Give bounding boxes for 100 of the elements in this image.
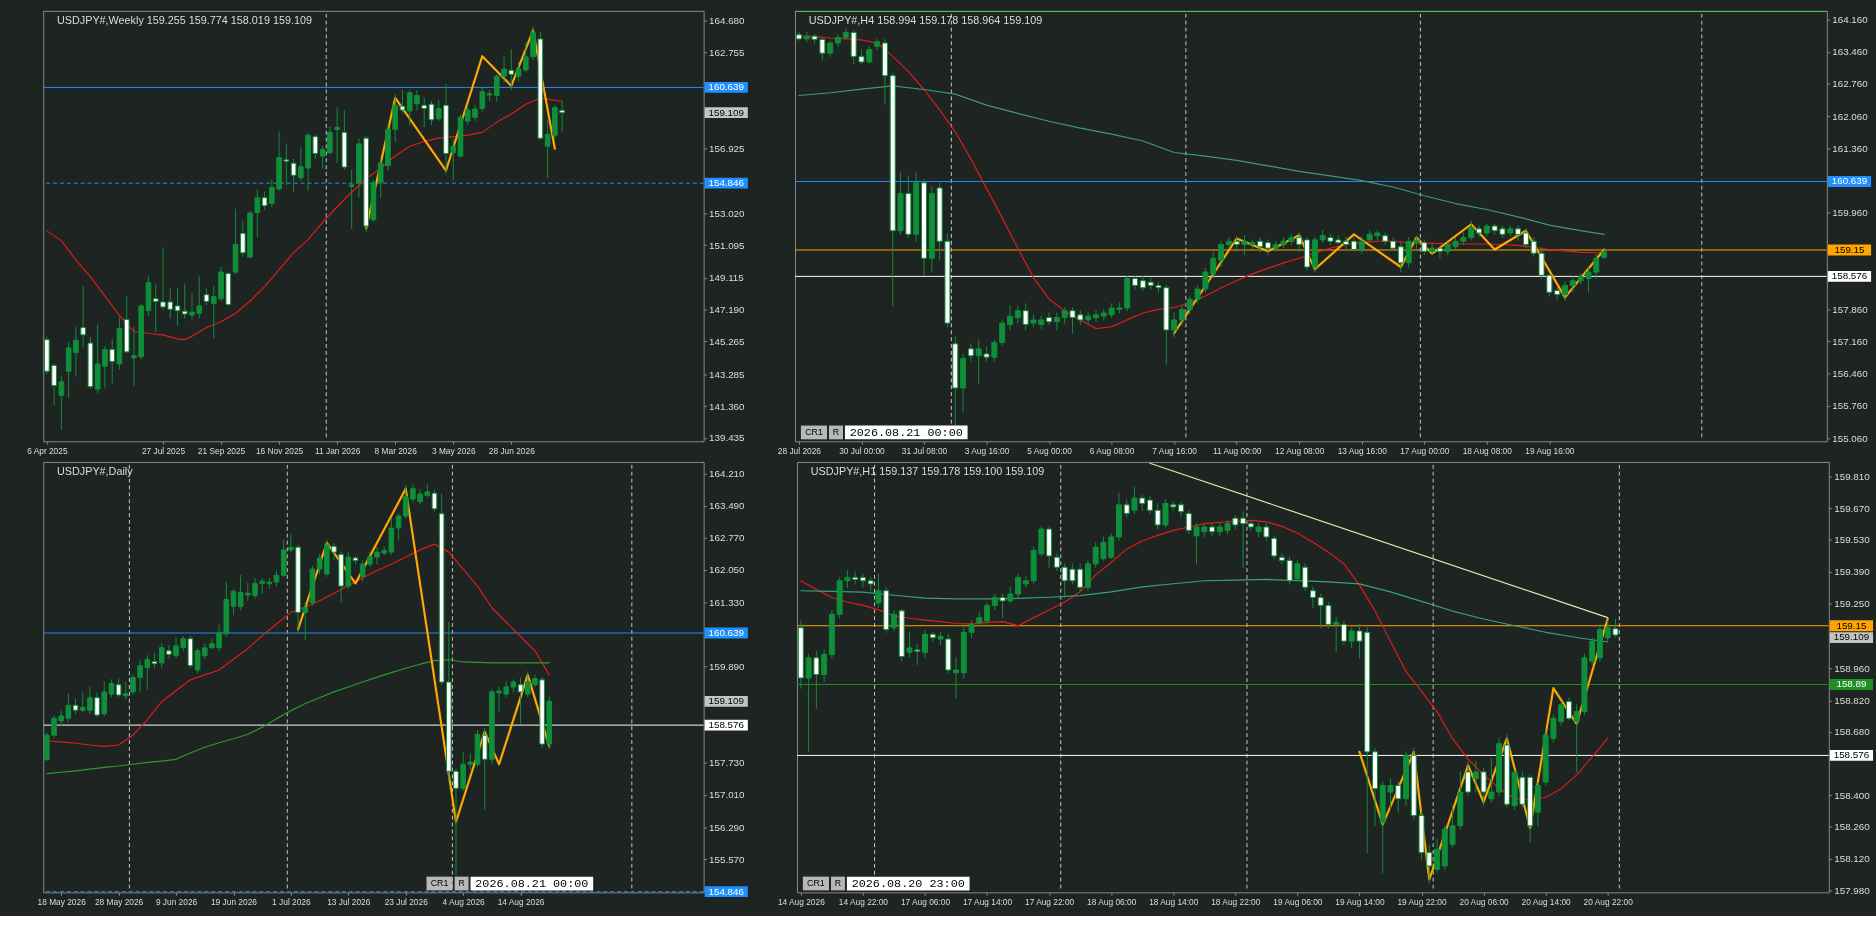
- x-tick-label: 3 Aug 16:00: [964, 445, 1010, 456]
- x-tick-label: 6 Apr 2025: [27, 445, 68, 456]
- x-tick-label: 17 Aug 00:00: [1400, 445, 1450, 456]
- ref-line-label: 158.576: [1833, 749, 1870, 761]
- x-tick-label: 28 May 2026: [94, 896, 144, 907]
- x-tick-label: 18 Aug 06:00: [1087, 896, 1137, 907]
- x-tick-label: 11 Aug 00:00: [1212, 445, 1262, 456]
- x-tick-label: 20 Aug 22:00: [1583, 896, 1634, 907]
- x-tick-label: 3 May 2026: [431, 445, 476, 456]
- y-tick-label: 164.210: [709, 467, 746, 479]
- x-tick-label: 17 Aug 14:00: [962, 896, 1013, 907]
- ref-line-label: 159.15: [1836, 619, 1867, 631]
- x-tick-label: 23 Jul 2026: [384, 896, 429, 907]
- x-tick-label: 18 Aug 22:00: [1211, 896, 1261, 907]
- x-tick-label: 11 Jan 2026: [314, 445, 361, 456]
- x-tick-label: 7 Aug 16:00: [1152, 445, 1198, 456]
- y-tick-label: 143.285: [709, 368, 746, 380]
- y-tick-label: 159.670: [1834, 502, 1871, 514]
- y-tick-label: 163.490: [709, 500, 746, 512]
- y-tick-label: 161.330: [709, 596, 746, 608]
- annotation: CR1: [807, 878, 825, 889]
- x-tick-label: 30 Jul 00:00: [839, 445, 886, 456]
- y-tick-label: 157.010: [709, 789, 746, 801]
- y-tick-label: 156.460: [1832, 368, 1869, 380]
- annotation: CR1: [805, 427, 823, 438]
- y-tick-label: 155.570: [709, 853, 746, 865]
- x-tick-label: 13 Aug 16:00: [1337, 445, 1388, 456]
- x-tick-label: 9 Jun 2026: [155, 896, 198, 907]
- y-tick-label: 162.050: [709, 564, 746, 576]
- x-tick-label: 18 Aug 14:00: [1149, 896, 1199, 907]
- y-tick-label: 157.980: [1834, 884, 1871, 896]
- ref-line-label: 158.576: [1831, 270, 1868, 282]
- y-tick-label: 158.120: [1834, 852, 1871, 864]
- x-tick-label: 17 Aug 22:00: [1025, 896, 1075, 907]
- y-tick-label: 141.360: [709, 400, 746, 412]
- x-tick-label: 19 Aug 22:00: [1397, 896, 1447, 907]
- annotation: 2026.08.21 00:00: [849, 426, 963, 441]
- x-tick-label: 28 Jul 2026: [777, 445, 822, 456]
- text: 159.109: [1833, 631, 1870, 643]
- x-tick-label: 6 Aug 08:00: [1089, 445, 1135, 456]
- y-tick-label: 159.890: [709, 660, 746, 672]
- y-tick-label: 162.755: [709, 46, 746, 58]
- y-tick-label: 162.770: [709, 532, 746, 544]
- ref-line-label: 159.15: [1834, 243, 1866, 255]
- y-tick-label: 158.820: [1834, 694, 1871, 706]
- y-tick-label: 164.680: [709, 15, 746, 27]
- y-tick-label: 147.190: [709, 304, 746, 316]
- ref-line-label: 154.846: [708, 177, 745, 189]
- y-tick-label: 157.160: [1832, 335, 1869, 347]
- annotation: R: [834, 878, 842, 889]
- annotation: 2026.08.21 00:00: [475, 877, 589, 892]
- y-tick-label: 156.290: [709, 821, 746, 833]
- y-tick-label: 158.260: [1834, 821, 1871, 833]
- x-tick-label: 18 May 2026: [37, 896, 87, 907]
- y-tick-label: 153.020: [709, 207, 746, 219]
- x-tick-label: 28 Jun 2026: [488, 445, 536, 456]
- chart-title: USDJPY#,Weekly 159.255 159.774 158.019 159.109: [57, 13, 312, 26]
- chart-title: USDJPY#,H4 158.994 159.178 158.964 159.109: [808, 13, 1043, 26]
- x-tick-label: 12 Aug 08:00: [1275, 445, 1325, 456]
- chart-title: USDJPY#,H1 159.137 159.178 159.100 159.109: [810, 464, 1045, 477]
- y-tick-label: 162.060: [1832, 110, 1869, 122]
- y-tick-label: 159.810: [1834, 471, 1871, 483]
- y-tick-label: 161.360: [1832, 142, 1869, 154]
- y-tick-label: 139.435: [709, 432, 746, 444]
- x-tick-label: 20 Aug 06:00: [1459, 896, 1510, 907]
- y-tick-label: 162.760: [1832, 78, 1869, 90]
- x-tick-label: 19 Aug 14:00: [1335, 896, 1385, 907]
- y-tick-label: 151.095: [709, 239, 746, 251]
- y-tick-label: 159.530: [1834, 534, 1871, 546]
- x-tick-label: 5 Aug 00:00: [1027, 445, 1073, 456]
- y-tick-label: 157.730: [709, 757, 746, 769]
- ref-line-label: 158.89: [1836, 678, 1867, 690]
- y-tick-label: 163.460: [1832, 46, 1869, 58]
- x-tick-label: 31 Jul 08:00: [901, 445, 948, 456]
- x-tick-label: 14 Aug 2026: [777, 896, 826, 907]
- x-tick-label: 4 Aug 2026: [442, 896, 486, 907]
- x-tick-label: 14 Aug 2026: [497, 896, 545, 907]
- ref-line-label: 154.846: [708, 885, 745, 897]
- y-tick-label: 158.680: [1834, 726, 1871, 738]
- text: 159.109: [708, 106, 744, 118]
- annotation: CR1: [430, 878, 449, 889]
- y-tick-label: 155.060: [1832, 432, 1869, 444]
- ref-line-label: 160.639: [708, 626, 744, 638]
- y-tick-label: 149.115: [709, 272, 745, 284]
- y-tick-label: 164.160: [1832, 14, 1869, 26]
- x-tick-label: 19 Jun 2026: [210, 896, 258, 907]
- x-tick-label: 13 Jul 2026: [327, 896, 371, 907]
- x-tick-label: 1 Jul 2026: [272, 896, 311, 907]
- x-tick-label: 14 Aug 22:00: [838, 896, 889, 907]
- x-tick-label: 16 Nov 2025: [255, 445, 304, 456]
- y-tick-label: 159.250: [1834, 597, 1871, 609]
- y-tick-label: 159.390: [1834, 565, 1871, 577]
- y-tick-label: 159.960: [1832, 207, 1869, 219]
- ref-line-label: 158.576: [708, 719, 745, 731]
- ref-line-label: 160.639: [708, 81, 744, 93]
- y-tick-label: 158.400: [1834, 789, 1871, 801]
- x-tick-label: 18 Aug 08:00: [1462, 445, 1513, 456]
- annotation: R: [832, 427, 840, 438]
- y-tick-label: 157.860: [1832, 303, 1869, 315]
- x-tick-label: 20 Aug 14:00: [1521, 896, 1572, 907]
